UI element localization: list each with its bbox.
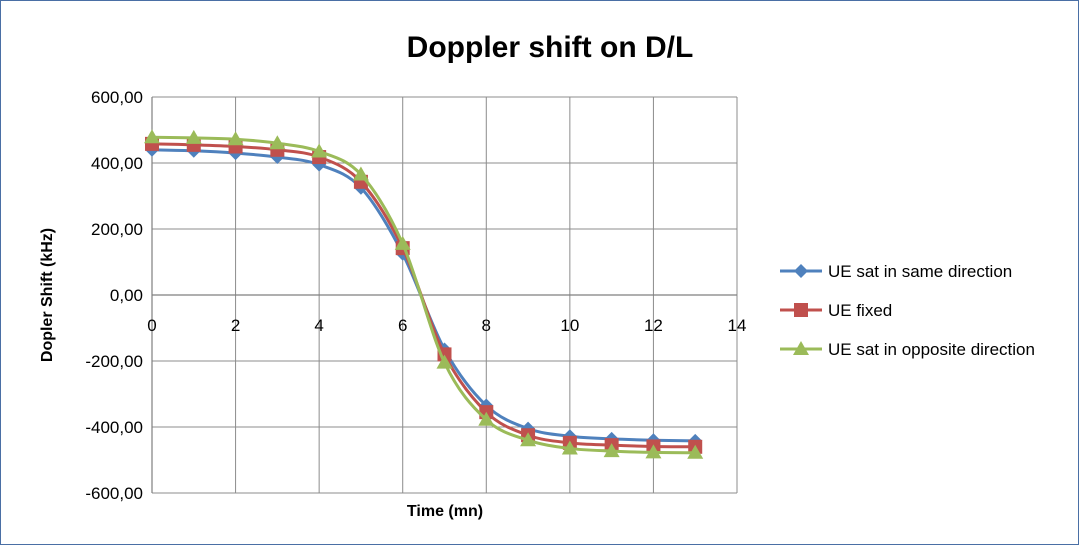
x-tick-label: 12 bbox=[644, 316, 663, 335]
data-point bbox=[394, 235, 411, 250]
data-point bbox=[144, 129, 160, 144]
chart-axes bbox=[151, 97, 737, 493]
legend-label: UE sat in opposite direction bbox=[828, 340, 1035, 359]
x-tick-label: 4 bbox=[314, 316, 323, 335]
y-tick-label: 400,00 bbox=[91, 154, 143, 173]
y-tick-label: -600,00 bbox=[85, 484, 143, 503]
y-tick-label: 0,00 bbox=[110, 286, 143, 305]
y-tick-label: -200,00 bbox=[85, 352, 143, 371]
x-tick-labels: 0 2 4 6 8 10 12 14 bbox=[147, 316, 746, 335]
data-point bbox=[687, 444, 704, 459]
legend-label: UE fixed bbox=[828, 301, 892, 320]
x-tick-label: 2 bbox=[231, 316, 240, 335]
chart-title: Doppler shift on D/L bbox=[407, 31, 694, 64]
data-point bbox=[436, 354, 453, 369]
data-point bbox=[352, 166, 369, 181]
legend-marker bbox=[794, 303, 808, 317]
x-tick-label: 10 bbox=[560, 316, 579, 335]
data-point bbox=[269, 135, 286, 150]
x-axis-title: Time (mn) bbox=[407, 503, 483, 520]
y-tick-label: 600,00 bbox=[91, 88, 143, 107]
x-tick-label: 14 bbox=[728, 316, 747, 335]
x-tick-label: 0 bbox=[147, 316, 156, 335]
data-point bbox=[520, 432, 537, 447]
y-tick-labels: 600,00 400,00 200,00 0,00 -200,00 -400,00 -600… bbox=[85, 88, 143, 503]
x-tick-label: 6 bbox=[398, 316, 407, 335]
x-tick-label: 8 bbox=[482, 316, 491, 335]
data-point bbox=[478, 411, 495, 426]
legend-item: UE fixed bbox=[780, 301, 892, 320]
data-point bbox=[645, 444, 662, 459]
data-point bbox=[561, 440, 578, 455]
legend-item: UE sat in same direction bbox=[780, 262, 1012, 281]
legend-item: UE sat in opposite direction bbox=[780, 340, 1035, 359]
y-tick-label: 200,00 bbox=[91, 220, 143, 239]
data-point bbox=[603, 443, 620, 458]
legend-label: UE sat in same direction bbox=[828, 262, 1012, 281]
series-layer bbox=[144, 129, 704, 459]
y-axis-title: Dopler Shift (kHz) bbox=[39, 228, 56, 362]
series-line bbox=[151, 135, 696, 455]
legend-marker bbox=[793, 341, 809, 355]
data-point bbox=[185, 129, 202, 144]
data-point bbox=[227, 131, 244, 146]
legend: UE sat in same direction UE fixed UE sat i… bbox=[780, 262, 1035, 359]
y-tick-label: -400,00 bbox=[85, 418, 143, 437]
data-point bbox=[311, 143, 328, 158]
legend-marker bbox=[794, 264, 808, 278]
series-2 bbox=[144, 129, 704, 459]
